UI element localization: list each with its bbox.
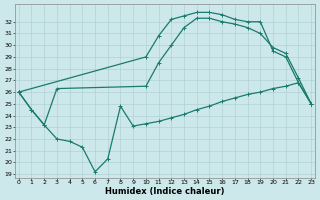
X-axis label: Humidex (Indice chaleur): Humidex (Indice chaleur)	[105, 187, 225, 196]
